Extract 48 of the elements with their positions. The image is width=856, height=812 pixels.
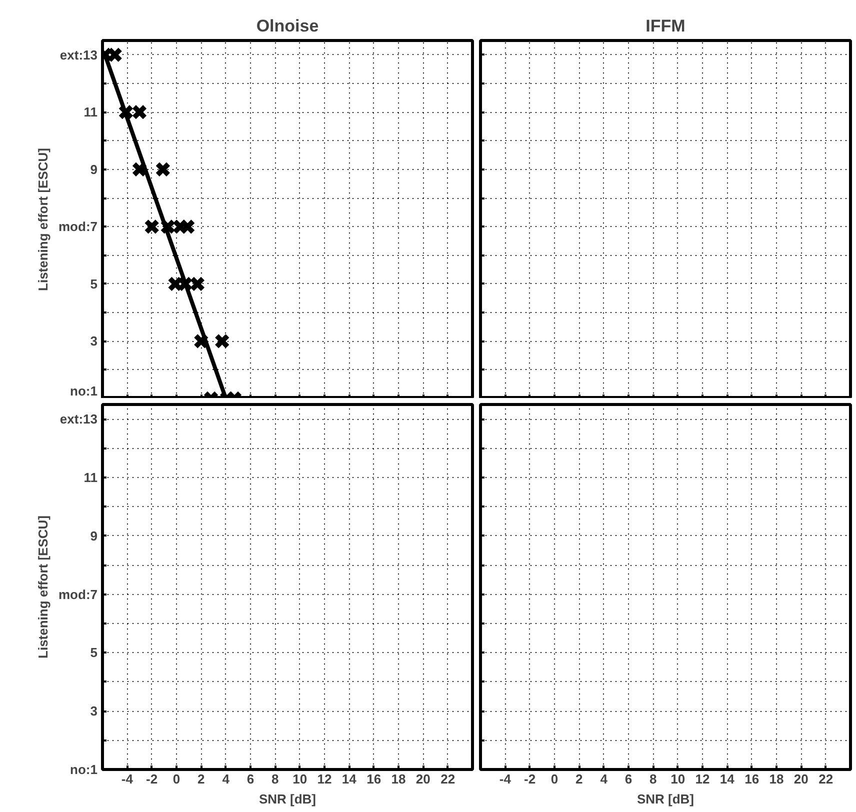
x-tick-label: 12 xyxy=(317,772,332,786)
x-tick-label: 4 xyxy=(600,772,608,786)
y-tick-label: no:1 xyxy=(70,762,98,777)
y-tick-label: 5 xyxy=(90,276,98,292)
y-tick-label: no:1 xyxy=(70,384,98,398)
x-tick-label: 10 xyxy=(292,772,308,786)
x-tick-label: 18 xyxy=(769,772,784,786)
y-tick-label: 3 xyxy=(90,334,98,349)
x-tick-label: 22 xyxy=(440,772,456,786)
y-axis-title: Listening effort [ESCU] xyxy=(36,148,50,291)
x-tick-label: 16 xyxy=(744,772,760,786)
x-tick-label: 20 xyxy=(794,772,808,786)
y-tick-label: mod:7 xyxy=(58,586,98,602)
y-tick-label: mod:7 xyxy=(58,219,98,234)
x-axis-title: SNR [dB] xyxy=(636,792,694,806)
y-tick-label: 9 xyxy=(90,162,98,177)
x-tick-label: 14 xyxy=(342,772,358,786)
x-tick-label: 2 xyxy=(198,772,205,786)
x-axis-title: SNR [dB] xyxy=(258,792,316,806)
x-tick-label: 4 xyxy=(222,772,230,786)
x-tick-label: 16 xyxy=(366,772,382,786)
x-tick-label: 8 xyxy=(272,772,279,786)
y-tick-label: 3 xyxy=(90,704,98,719)
x-tick-label: 14 xyxy=(720,772,736,786)
y-tick-label: 11 xyxy=(84,104,98,120)
x-tick-label: -2 xyxy=(146,772,158,786)
y-tick-label: 9 xyxy=(90,528,98,544)
x-tick-label: 12 xyxy=(695,772,710,786)
x-tick-label: 6 xyxy=(624,772,632,786)
x-tick-label: 0 xyxy=(172,772,180,786)
x-tick-label: 18 xyxy=(391,772,406,786)
y-tick-label: ext:13 xyxy=(60,47,98,62)
x-tick-label: 6 xyxy=(246,772,254,786)
y-tick-label: 11 xyxy=(84,470,98,485)
y-tick-label: 5 xyxy=(90,645,98,660)
x-tick-label: 2 xyxy=(576,772,583,786)
y-tick-label: ext:13 xyxy=(60,412,98,427)
x-tick-label: -2 xyxy=(524,772,536,786)
x-tick-label: -4 xyxy=(121,772,134,786)
x-tick-label: 20 xyxy=(416,772,430,786)
x-tick-label: 22 xyxy=(818,772,834,786)
y-axis-title: Listening effort [ESCU] xyxy=(36,515,50,658)
x-tick-label: 8 xyxy=(650,772,657,786)
x-tick-label: 0 xyxy=(550,772,558,786)
chart-title: IFFM xyxy=(646,16,686,36)
x-tick-label: -4 xyxy=(499,772,512,786)
x-tick-label: 10 xyxy=(670,772,686,786)
chart-title: Olnoise xyxy=(256,16,319,36)
